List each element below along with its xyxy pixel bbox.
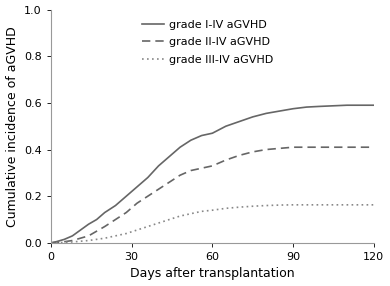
Line: grade III-IV aGVHD: grade III-IV aGVHD <box>51 205 374 243</box>
grade I-IV aGVHD <box>188 138 193 142</box>
grade III-IV aGVHD <box>223 206 228 210</box>
grade II-IV aGVHD <box>156 188 161 191</box>
grade I-IV aGVHD <box>264 112 269 115</box>
grade I-IV aGVHD <box>237 120 242 123</box>
X-axis label: Days after transplantation: Days after transplantation <box>130 267 295 281</box>
grade III-IV aGVHD <box>94 238 99 241</box>
grade III-IV aGVHD <box>199 210 204 213</box>
grade II-IV aGVHD <box>178 174 183 177</box>
grade I-IV aGVHD <box>48 241 53 245</box>
grade II-IV aGVHD <box>199 166 204 170</box>
grade III-IV aGVHD <box>178 214 183 218</box>
grade II-IV aGVHD <box>167 180 172 184</box>
grade I-IV aGVHD <box>304 105 309 109</box>
grade I-IV aGVHD <box>54 240 58 243</box>
grade I-IV aGVHD <box>145 176 150 179</box>
Line: grade II-IV aGVHD: grade II-IV aGVHD <box>51 147 374 243</box>
grade III-IV aGVHD <box>113 234 118 238</box>
grade III-IV aGVHD <box>70 240 75 244</box>
grade II-IV aGVHD <box>135 201 139 205</box>
grade II-IV aGVHD <box>250 150 255 154</box>
grade II-IV aGVHD <box>94 229 99 233</box>
grade II-IV aGVHD <box>124 211 129 214</box>
grade III-IV aGVHD <box>237 205 242 209</box>
grade II-IV aGVHD <box>145 194 150 198</box>
grade III-IV aGVHD <box>124 232 129 235</box>
grade I-IV aGVHD <box>178 146 183 149</box>
grade II-IV aGVHD <box>103 225 107 228</box>
grade II-IV aGVHD <box>54 241 58 244</box>
grade I-IV aGVHD <box>277 109 282 113</box>
grade III-IV aGVHD <box>48 241 53 245</box>
grade II-IV aGVHD <box>62 240 67 243</box>
grade III-IV aGVHD <box>291 203 296 206</box>
grade III-IV aGVHD <box>62 241 67 244</box>
grade I-IV aGVHD <box>345 104 349 107</box>
grade III-IV aGVHD <box>167 218 172 221</box>
grade I-IV aGVHD <box>135 185 139 188</box>
grade II-IV aGVHD <box>304 146 309 149</box>
grade III-IV aGVHD <box>78 239 83 243</box>
grade I-IV aGVHD <box>156 164 161 168</box>
grade III-IV aGVHD <box>188 212 193 215</box>
grade I-IV aGVHD <box>62 238 67 241</box>
Line: grade I-IV aGVHD: grade I-IV aGVHD <box>51 105 374 243</box>
Legend: grade I-IV aGVHD, grade II-IV aGVHD, grade III-IV aGVHD: grade I-IV aGVHD, grade II-IV aGVHD, gra… <box>137 15 278 69</box>
grade I-IV aGVHD <box>291 107 296 110</box>
grade I-IV aGVHD <box>78 228 83 232</box>
grade III-IV aGVHD <box>318 203 323 206</box>
grade II-IV aGVHD <box>70 239 75 242</box>
grade II-IV aGVHD <box>318 146 323 149</box>
grade III-IV aGVHD <box>145 225 150 228</box>
grade II-IV aGVHD <box>78 237 83 240</box>
grade II-IV aGVHD <box>372 146 376 149</box>
grade II-IV aGVHD <box>264 148 269 151</box>
grade I-IV aGVHD <box>372 104 376 107</box>
grade I-IV aGVHD <box>318 105 323 108</box>
Y-axis label: Cumulative incidence of aGVHD: Cumulative incidence of aGVHD <box>5 26 19 227</box>
grade I-IV aGVHD <box>70 234 75 238</box>
grade I-IV aGVHD <box>167 155 172 158</box>
grade III-IV aGVHD <box>156 221 161 225</box>
grade III-IV aGVHD <box>304 203 309 206</box>
grade I-IV aGVHD <box>223 124 228 128</box>
grade I-IV aGVHD <box>113 204 118 207</box>
grade III-IV aGVHD <box>210 208 215 212</box>
grade III-IV aGVHD <box>277 203 282 207</box>
grade I-IV aGVHD <box>86 223 91 226</box>
grade II-IV aGVHD <box>86 234 91 238</box>
grade II-IV aGVHD <box>48 241 53 245</box>
grade II-IV aGVHD <box>277 147 282 150</box>
grade III-IV aGVHD <box>264 204 269 207</box>
grade II-IV aGVHD <box>291 146 296 149</box>
grade III-IV aGVHD <box>250 204 255 208</box>
grade III-IV aGVHD <box>372 203 376 206</box>
grade II-IV aGVHD <box>223 158 228 162</box>
grade III-IV aGVHD <box>86 239 91 242</box>
grade I-IV aGVHD <box>94 218 99 221</box>
grade II-IV aGVHD <box>113 218 118 221</box>
grade I-IV aGVHD <box>199 134 204 137</box>
grade II-IV aGVHD <box>210 164 215 168</box>
grade III-IV aGVHD <box>135 228 139 232</box>
grade I-IV aGVHD <box>124 194 129 198</box>
grade I-IV aGVHD <box>210 132 215 135</box>
grade II-IV aGVHD <box>188 169 193 172</box>
grade III-IV aGVHD <box>103 237 107 240</box>
grade II-IV aGVHD <box>237 154 242 157</box>
grade III-IV aGVHD <box>345 203 349 206</box>
grade I-IV aGVHD <box>250 115 255 119</box>
grade II-IV aGVHD <box>345 146 349 149</box>
grade III-IV aGVHD <box>54 241 58 245</box>
grade I-IV aGVHD <box>103 211 107 214</box>
